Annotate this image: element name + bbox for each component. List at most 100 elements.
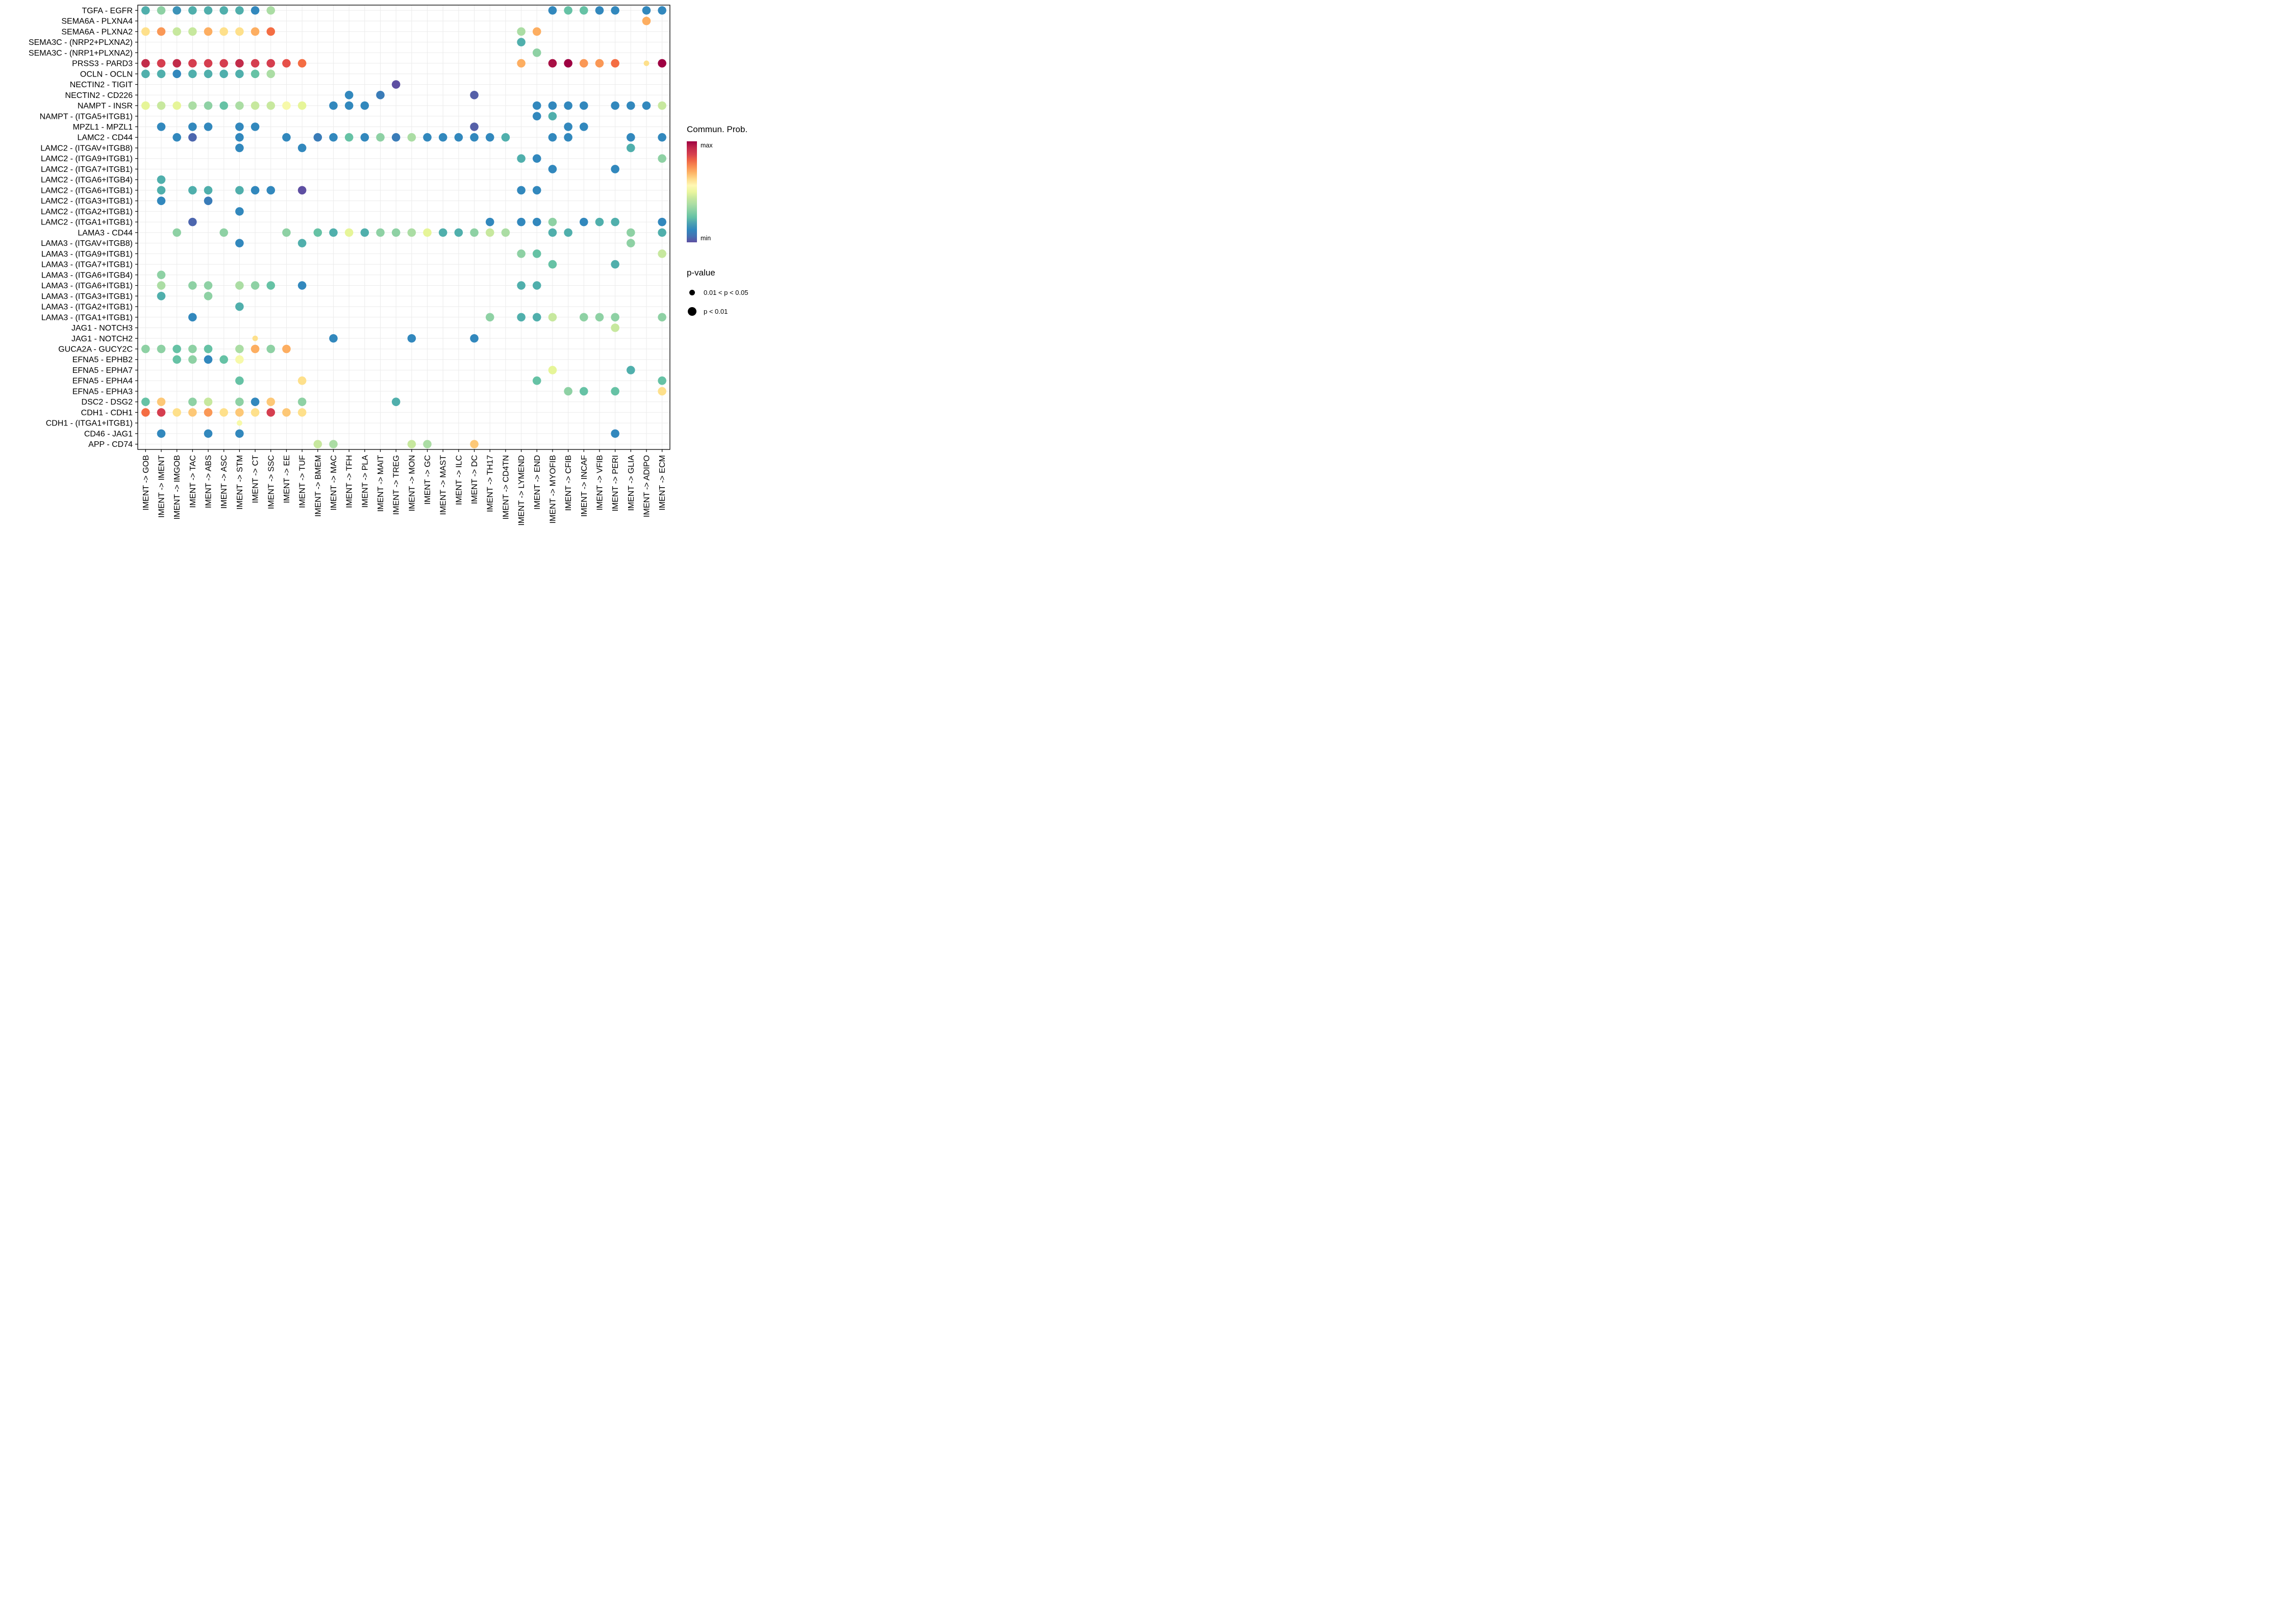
data-point — [360, 101, 369, 110]
data-point — [470, 133, 479, 142]
x-tick-label: IMENT -> TAC — [189, 455, 197, 508]
data-point — [485, 313, 494, 322]
data-point — [532, 101, 541, 110]
data-point — [204, 27, 213, 36]
data-point — [407, 133, 416, 142]
data-point — [548, 6, 557, 15]
data-point — [157, 175, 166, 184]
data-point — [219, 355, 229, 364]
data-point — [517, 313, 526, 322]
x-tick-label: IMENT -> TREG — [392, 455, 401, 515]
data-point — [627, 239, 635, 247]
data-point — [297, 397, 307, 406]
data-point — [219, 408, 229, 417]
data-point — [235, 376, 244, 385]
data-point — [251, 59, 260, 68]
data-point — [235, 122, 244, 131]
data-point — [485, 217, 494, 227]
data-point — [157, 122, 166, 131]
data-point — [235, 408, 244, 417]
y-tick-label: LAMA3 - (ITGA6+ITGB1) — [41, 282, 133, 290]
data-point — [188, 217, 197, 227]
data-point — [627, 366, 635, 374]
data-point — [329, 133, 338, 142]
y-tick-label: SEMA3C - (NRP1+PLXNA2) — [29, 49, 133, 58]
x-tick-label: IMENT -> CFIB — [564, 455, 573, 511]
data-point — [611, 101, 619, 110]
data-point — [251, 186, 260, 195]
data-point — [235, 69, 244, 79]
x-tick-label: IMENT -> EE — [283, 455, 291, 503]
y-tick-label: CDH1 - CDH1 — [81, 409, 133, 417]
y-tick-label: LAMA3 - (ITGA7+ITGB1) — [41, 261, 133, 269]
y-tick-label: NECTIN2 - TIGIT — [70, 81, 133, 89]
data-point — [204, 186, 213, 195]
data-point — [204, 196, 213, 205]
data-point — [266, 186, 276, 195]
data-point — [172, 69, 181, 79]
data-point — [297, 239, 307, 247]
x-tick-label: IMENT -> GOB — [142, 455, 151, 511]
data-point — [297, 186, 307, 195]
pvalue-small-label: 0.01 < p < 0.05 — [704, 289, 748, 296]
data-point — [470, 440, 479, 448]
data-point — [297, 101, 307, 110]
x-tick-label: IMENT -> CD4TN — [502, 455, 510, 519]
data-point — [532, 376, 541, 385]
data-point — [219, 228, 229, 237]
data-point — [611, 260, 619, 269]
y-tick-label: NECTIN2 - CD226 — [65, 91, 133, 100]
data-point — [548, 366, 557, 374]
data-point — [611, 165, 619, 173]
y-tick-label: EFNA5 - EPHA3 — [72, 387, 133, 396]
data-point — [391, 133, 401, 142]
x-tick-label: IMENT -> MAC — [330, 455, 338, 511]
data-point — [611, 6, 619, 15]
data-point — [627, 228, 635, 237]
x-tick-label: IMENT -> SSC — [267, 455, 276, 509]
data-point — [251, 69, 260, 79]
data-point — [658, 154, 666, 163]
y-tick-label: LAMC2 - (ITGA6+ITGB1) — [41, 186, 133, 195]
y-tick-label: NAMPT - (ITGA5+ITGB1) — [40, 112, 133, 121]
data-point — [235, 133, 244, 142]
data-point — [204, 59, 213, 68]
data-point — [627, 143, 635, 153]
x-tick-label: IMENT -> MON — [408, 455, 416, 511]
data-point — [313, 228, 322, 237]
data-point — [548, 101, 557, 110]
y-tick-label: LAMC2 - (ITGA6+ITGB4) — [41, 176, 133, 185]
colorbar-min-label: min — [701, 235, 711, 242]
data-point — [235, 27, 244, 36]
x-tick-label: IMENT -> INCAF — [580, 455, 589, 517]
data-point — [235, 397, 244, 406]
data-point — [282, 59, 291, 68]
data-point — [579, 387, 588, 396]
data-point — [297, 59, 307, 68]
data-point — [438, 133, 447, 142]
data-point — [204, 122, 213, 131]
data-point — [251, 122, 260, 131]
data-point — [532, 154, 541, 163]
data-point — [658, 133, 666, 142]
data-point — [172, 228, 181, 237]
y-tick-label: EFNA5 - EPHA7 — [72, 366, 133, 375]
data-point — [376, 90, 385, 99]
data-point — [548, 165, 557, 173]
data-point — [204, 69, 213, 79]
data-point — [235, 429, 244, 438]
data-point — [658, 313, 666, 322]
data-point — [579, 122, 588, 131]
data-point — [235, 302, 244, 311]
data-point — [391, 80, 401, 89]
data-point — [423, 228, 432, 237]
data-point — [313, 133, 322, 142]
data-point — [548, 313, 557, 322]
data-point — [532, 112, 541, 121]
colorbar-title: Commun. Prob. — [687, 124, 748, 134]
y-tick-label: PRSS3 - PARD3 — [72, 60, 133, 68]
x-tick-label: IMENT -> IMGOB — [173, 455, 182, 519]
data-point — [235, 355, 244, 364]
data-point — [188, 313, 197, 322]
data-point — [251, 6, 260, 15]
